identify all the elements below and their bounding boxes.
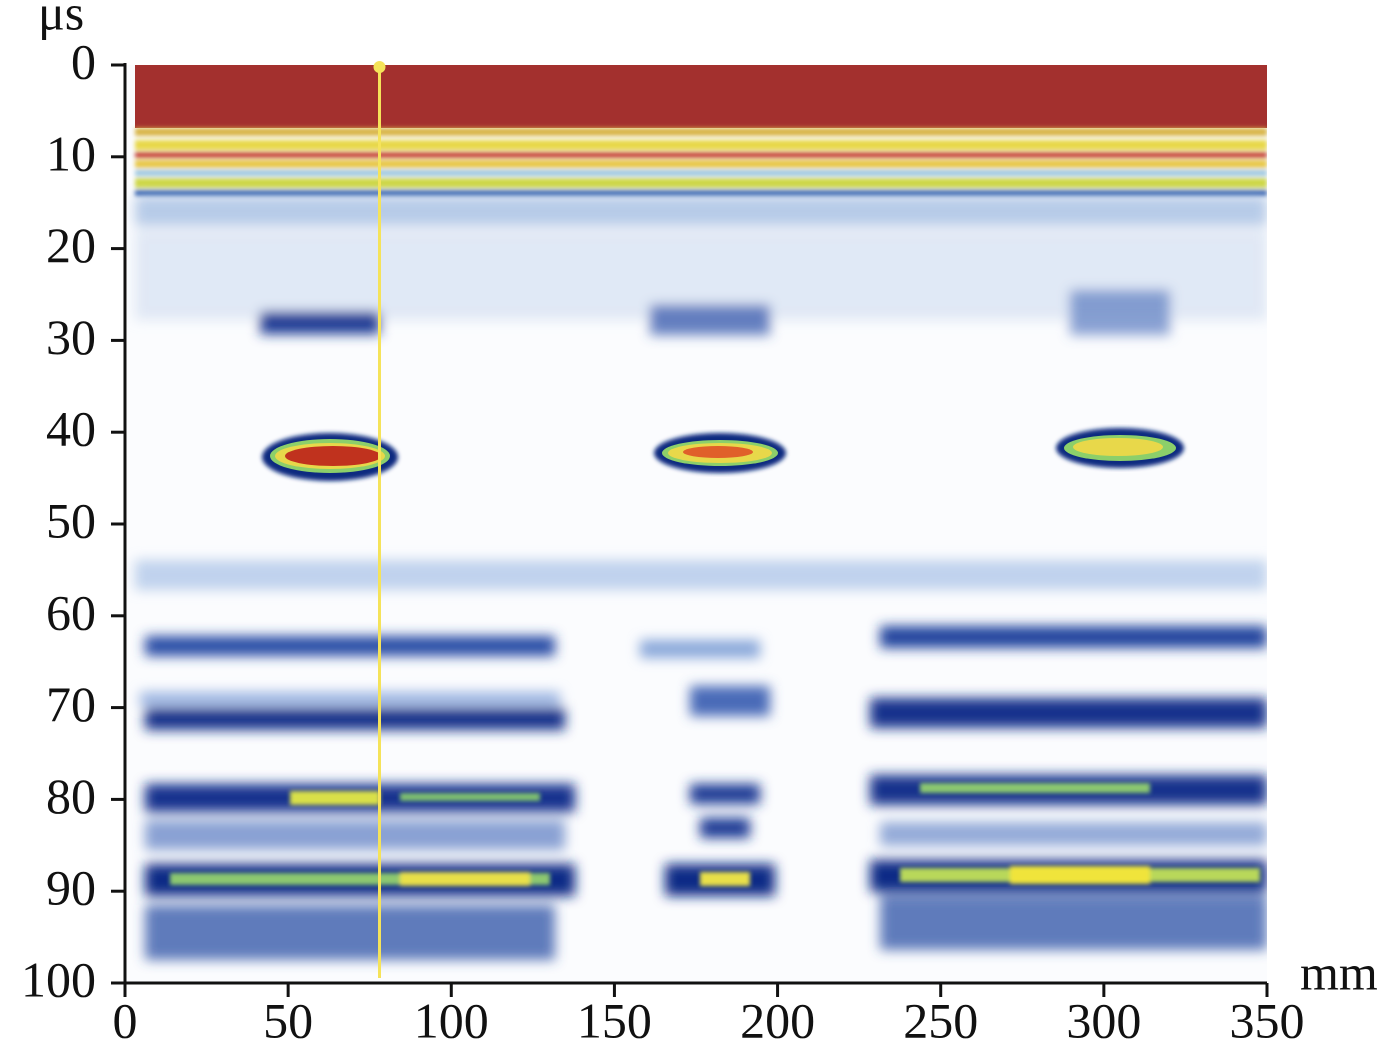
x-tick-label: 0 — [113, 992, 138, 1048]
surface-bands — [135, 128, 1267, 196]
x-tick-label: 200 — [740, 992, 815, 1048]
cursor-handle — [373, 61, 386, 73]
echo-highlights — [170, 783, 1260, 886]
y-tick-label: 0 — [71, 33, 96, 89]
y-tick-label: 30 — [46, 309, 96, 365]
y-tick-label: 60 — [46, 584, 96, 640]
x-tick-label: 100 — [414, 992, 489, 1048]
y-tick-label: 40 — [46, 401, 96, 457]
surface-echo — [135, 65, 1267, 128]
defect-echoes — [262, 428, 1184, 481]
y-tick-label: 50 — [46, 492, 96, 548]
y-tick-label: 90 — [46, 860, 96, 916]
x-tick-label: 350 — [1230, 992, 1305, 1048]
y-axis-label: μs — [38, 0, 84, 40]
y-tick-label: 80 — [46, 768, 96, 824]
x-axis-label: mm — [1300, 944, 1378, 1000]
x-tick-label: 150 — [577, 992, 652, 1048]
scan-image — [127, 65, 1267, 983]
y-tick-label: 20 — [46, 217, 96, 273]
x-tick-label: 300 — [1066, 992, 1141, 1048]
y-tick-label: 70 — [46, 676, 96, 732]
x-tick-label: 50 — [263, 992, 313, 1048]
x-tick-label: 250 — [903, 992, 978, 1048]
y-tick-label: 100 — [21, 951, 96, 1007]
y-tick-label: 10 — [46, 125, 96, 181]
